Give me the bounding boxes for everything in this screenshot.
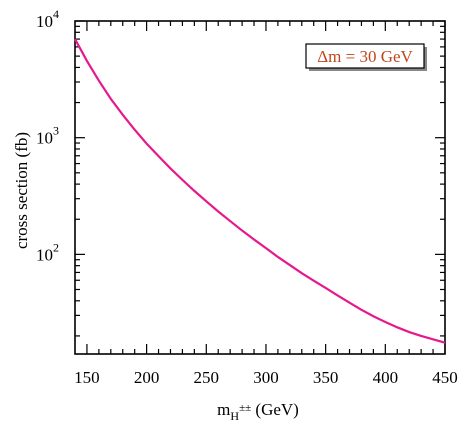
tick-marks — [75, 20, 446, 354]
x-axis-label: mH±± (GeV) — [217, 400, 299, 423]
y-tick-label: 102 — [36, 240, 59, 264]
x-tick-label: 200 — [134, 368, 160, 387]
y-tick-labels: 104 103 102 — [36, 7, 59, 264]
x-tick-label: 350 — [313, 368, 339, 387]
x-tick-labels: 150 200 250 300 350 400 450 — [74, 368, 458, 387]
legend-box: Δm = 30 GeV — [305, 43, 427, 71]
y-axis-label: cross section (fb) — [12, 132, 31, 249]
plot-area — [74, 20, 446, 355]
x-tick-label: 300 — [253, 368, 279, 387]
series-line — [74, 38, 446, 344]
plot-frame — [74, 20, 446, 355]
x-tick-label: 150 — [74, 368, 100, 387]
x-tick-label: 250 — [194, 368, 220, 387]
x-tick-label: 450 — [432, 368, 458, 387]
legend-frame — [305, 43, 425, 69]
legend-label: Δm = 30 GeV — [317, 47, 413, 66]
y-tick-label: 103 — [36, 124, 59, 148]
y-tick-label: 104 — [36, 7, 59, 31]
x-tick-label: 400 — [373, 368, 399, 387]
